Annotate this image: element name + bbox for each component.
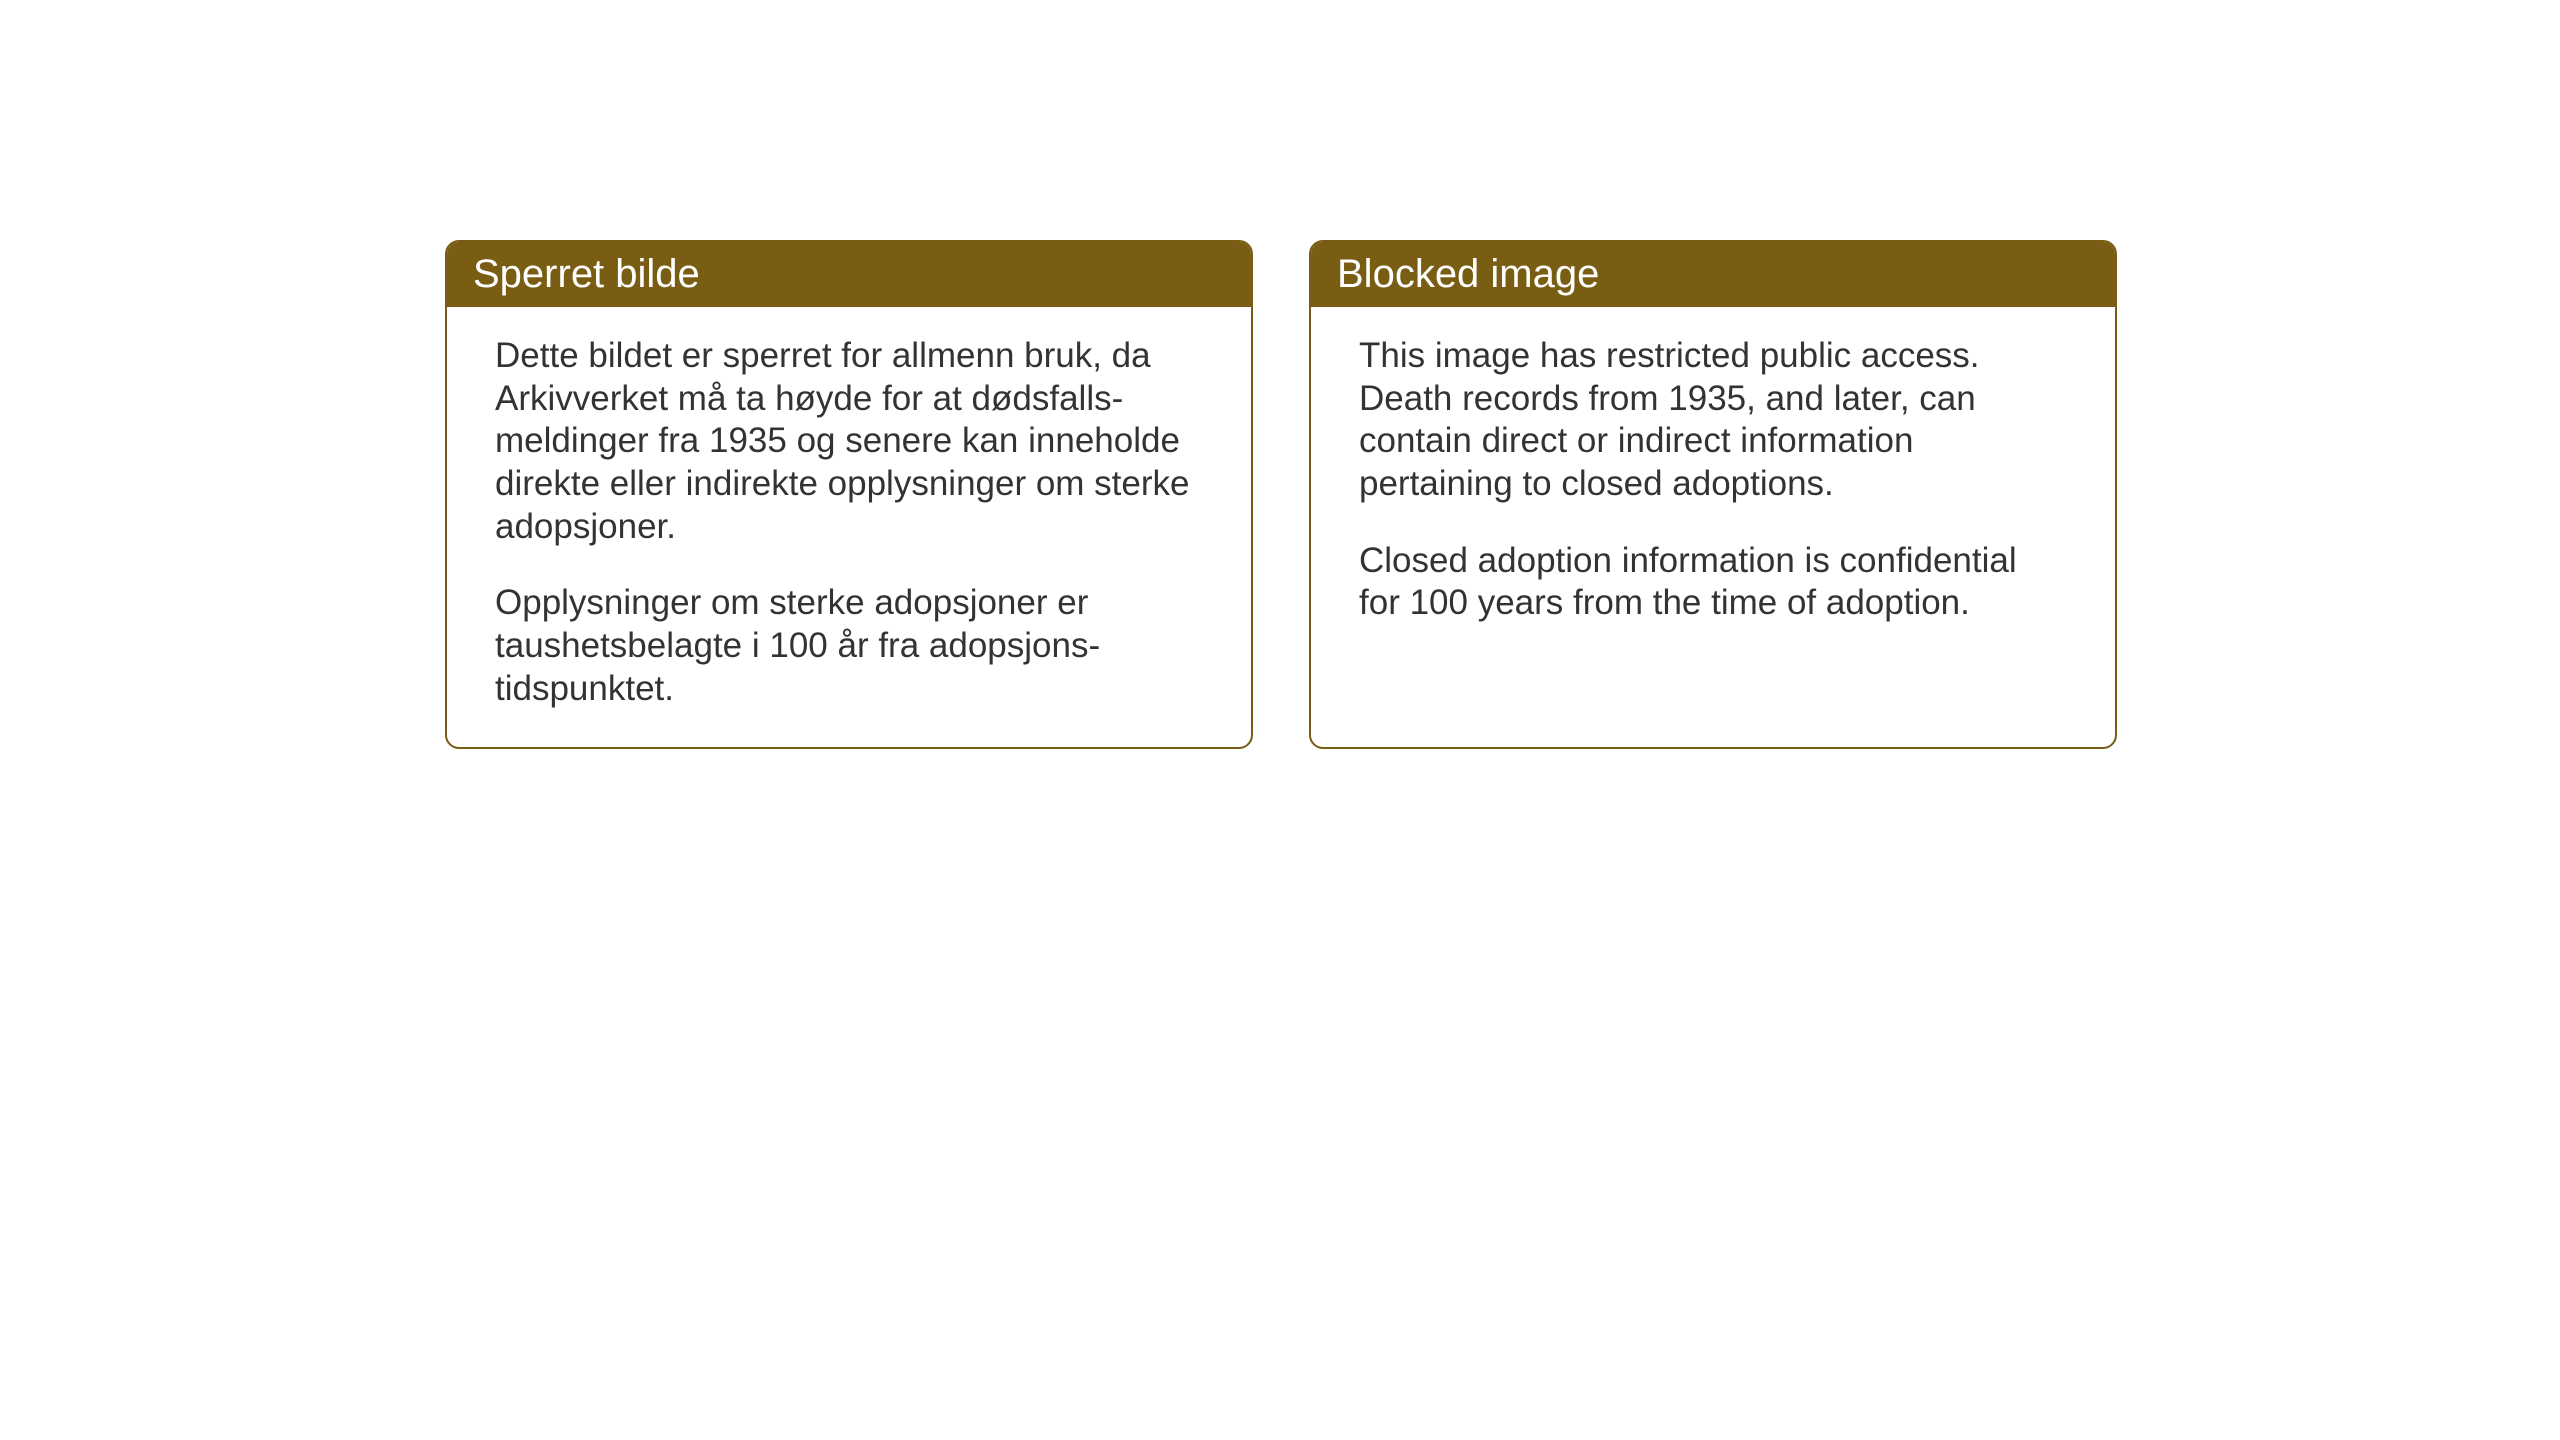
notice-container: Sperret bilde Dette bildet er sperret fo… [445, 240, 2117, 749]
norwegian-card-body: Dette bildet er sperret for allmenn bruk… [447, 307, 1251, 747]
norwegian-card-title: Sperret bilde [447, 242, 1251, 307]
english-card-body: This image has restricted public access.… [1311, 307, 2115, 661]
english-paragraph-2: Closed adoption information is confident… [1359, 540, 2067, 625]
norwegian-paragraph-1: Dette bildet er sperret for allmenn bruk… [495, 335, 1203, 548]
english-paragraph-1: This image has restricted public access.… [1359, 335, 2067, 506]
norwegian-paragraph-2: Opplysninger om sterke adopsjoner er tau… [495, 582, 1203, 710]
norwegian-notice-card: Sperret bilde Dette bildet er sperret fo… [445, 240, 1253, 749]
english-notice-card: Blocked image This image has restricted … [1309, 240, 2117, 749]
english-card-title: Blocked image [1311, 242, 2115, 307]
